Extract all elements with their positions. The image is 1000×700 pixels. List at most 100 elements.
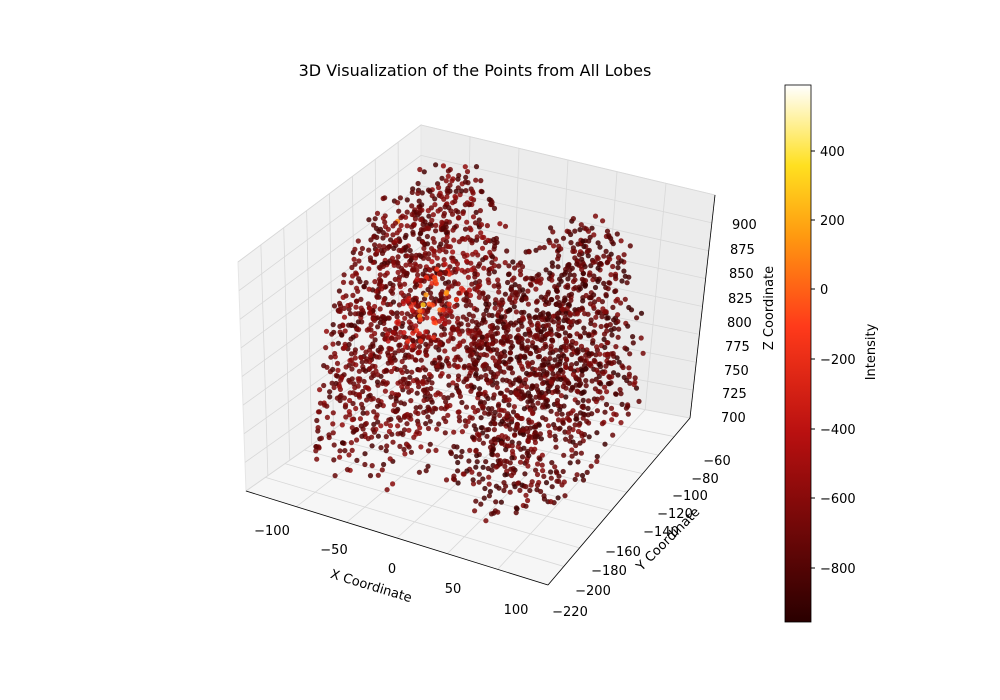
scatter-point: [467, 353, 473, 359]
scatter-point: [615, 372, 621, 378]
scatter-point: [456, 418, 463, 424]
scatter-point: [538, 294, 544, 300]
gridline: [420, 124, 716, 196]
scatter-point: [382, 272, 388, 278]
scatter-point: [412, 255, 419, 261]
scatter-point: [546, 388, 552, 394]
scatter-point: [466, 287, 473, 293]
scatter-point: [470, 313, 476, 319]
scatter-point: [582, 412, 588, 418]
scatter-point: [409, 224, 415, 230]
scatter-point: [464, 169, 471, 175]
scatter-point: [453, 297, 460, 303]
scatter-point: [557, 276, 563, 282]
scatter-point: [527, 332, 533, 338]
scatter-point: [594, 367, 600, 373]
scatter-point: [335, 367, 341, 373]
scatter-point: [469, 469, 475, 475]
gridline: [245, 367, 422, 492]
scatter-point: [534, 279, 540, 285]
scatter-point: [346, 322, 352, 328]
scatter-point: [476, 479, 482, 485]
scatter-point: [343, 402, 349, 408]
scatter-point: [442, 204, 448, 210]
scatter-point: [581, 243, 587, 250]
scatter-point: [364, 397, 370, 403]
scatter-point: [601, 331, 608, 337]
scatter-point: [349, 264, 355, 271]
scatter-point: [353, 304, 359, 310]
scatter-point: [427, 418, 433, 424]
scatter-point: [315, 409, 322, 415]
scatter-point: [538, 329, 544, 335]
scatter-point: [442, 348, 448, 354]
scatter-point: [334, 373, 341, 379]
scatter-point: [374, 403, 381, 409]
scatter-point: [563, 385, 569, 391]
scatter-point: [428, 295, 435, 301]
scatter-point: [340, 294, 346, 300]
scatter-point: [397, 281, 403, 287]
scatter-point: [455, 459, 461, 466]
scatter-point: [356, 368, 362, 374]
scatter-point: [579, 256, 585, 262]
scatter-point: [433, 228, 439, 234]
scatter-point: [403, 273, 409, 279]
scatter-point: [488, 421, 494, 427]
scatter-point: [359, 433, 365, 439]
scatter-point: [608, 251, 614, 257]
scatter-point: [369, 434, 375, 440]
scatter-point: [476, 391, 482, 397]
scatter-point: [443, 239, 450, 245]
scatter-point: [331, 384, 337, 391]
scatter-point: [589, 411, 595, 417]
scatter-point: [520, 427, 527, 433]
scatter-point: [404, 421, 410, 427]
colorbar-gradient: [784, 84, 812, 623]
scatter-point: [417, 166, 423, 173]
scatter-point: [462, 363, 468, 369]
scatter-point: [403, 244, 409, 250]
scatter-point: [509, 300, 515, 306]
scatter-point: [335, 340, 341, 346]
y-axis-line: [547, 417, 691, 586]
scatter-point: [402, 451, 408, 457]
scatter-point: [624, 280, 630, 286]
scatter-point: [470, 214, 477, 220]
scatter-point: [433, 447, 439, 453]
scatter-point: [461, 297, 467, 303]
scatter-point: [489, 451, 495, 457]
scatter-point: [358, 423, 364, 429]
scatter-point: [598, 323, 604, 330]
scatter-point: [379, 283, 385, 289]
colorbar-tick-label: −800: [820, 562, 856, 577]
scatter-point: [554, 294, 561, 300]
scatter-point: [519, 454, 526, 460]
scatter-point: [441, 196, 447, 202]
scatter-point: [508, 287, 515, 293]
scatter-point: [507, 295, 513, 301]
scatter-point: [491, 427, 497, 433]
scatter-point: [525, 438, 531, 444]
scatter-point: [503, 329, 509, 335]
scatter-point: [467, 237, 473, 243]
scatter-point: [474, 234, 480, 240]
scatter-point: [516, 283, 522, 290]
gridline: [237, 124, 422, 263]
y-tick-label: −200: [575, 584, 611, 599]
scatter-point: [520, 395, 526, 401]
scatter-point: [496, 263, 502, 269]
scatter-point: [534, 273, 540, 279]
scatter-point: [524, 370, 530, 376]
scatter-point: [378, 423, 384, 429]
scatter-point: [462, 164, 468, 170]
scatter-point: [493, 297, 499, 303]
scatter-point: [587, 270, 593, 276]
scatter-point: [375, 324, 381, 330]
scatter-point: [504, 387, 510, 393]
scatter-point: [483, 459, 489, 465]
scatter-point: [486, 493, 492, 499]
scatter-point: [534, 471, 541, 478]
scatter-point: [389, 255, 396, 261]
scatter-point: [349, 366, 355, 372]
